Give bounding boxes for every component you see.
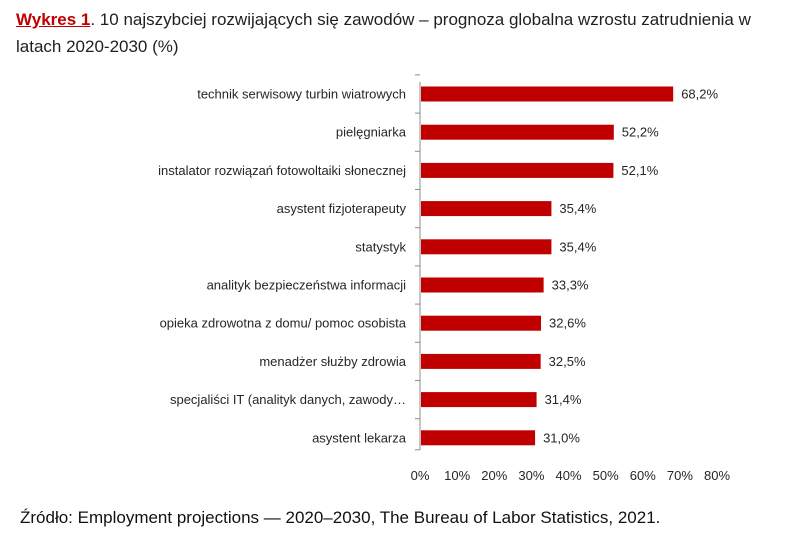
data-label: 52,1% bbox=[621, 163, 658, 178]
source-note: Źródło: Employment projections — 2020–20… bbox=[20, 508, 661, 527]
x-tick-label: 60% bbox=[630, 468, 656, 483]
bar bbox=[421, 353, 541, 369]
category-label: technik serwisowy turbin wiatrowych bbox=[197, 87, 406, 102]
data-label: 31,0% bbox=[543, 430, 580, 445]
figure-label: Wykres 1 bbox=[16, 10, 91, 29]
data-label: 35,4% bbox=[559, 201, 596, 216]
category-label: analityk bezpieczeństwa informacji bbox=[207, 278, 407, 293]
x-tick-label: 70% bbox=[667, 468, 693, 483]
bar bbox=[421, 86, 674, 102]
data-label: 68,2% bbox=[681, 87, 718, 102]
chart-title: Wykres 1. 10 najszybciej rozwijających s… bbox=[16, 6, 786, 60]
x-tick-label: 40% bbox=[555, 468, 581, 483]
x-tick-label: 50% bbox=[593, 468, 619, 483]
bar-chart: technik serwisowy turbin wiatrowych 68,2%… bbox=[158, 74, 730, 483]
data-label: 35,4% bbox=[559, 239, 596, 254]
bar bbox=[421, 430, 536, 446]
category-label: opieka zdrowotna z domu/ pomoc osobista bbox=[160, 316, 407, 331]
category-label: statystyk bbox=[355, 239, 406, 254]
bar bbox=[421, 239, 552, 255]
data-label: 32,6% bbox=[549, 316, 586, 331]
category-label: instalator rozwiązań fotowoltaiki słonec… bbox=[158, 163, 406, 178]
bar bbox=[421, 201, 552, 217]
x-tick-label: 10% bbox=[444, 468, 470, 483]
x-tick-label: 0% bbox=[411, 468, 430, 483]
data-label: 31,4% bbox=[545, 392, 582, 407]
bar bbox=[421, 124, 614, 140]
bar bbox=[421, 162, 614, 178]
x-tick-label: 30% bbox=[518, 468, 544, 483]
data-label: 32,5% bbox=[549, 354, 586, 369]
category-label: asystent lekarza bbox=[312, 430, 407, 445]
category-label: specjaliści IT (analityk danych, zawody… bbox=[170, 392, 406, 407]
bar bbox=[421, 392, 537, 408]
bar bbox=[421, 315, 542, 331]
data-label: 33,3% bbox=[552, 278, 589, 293]
bar bbox=[421, 277, 544, 293]
title-text: . 10 najszybciej rozwijających się zawod… bbox=[16, 10, 751, 56]
data-label: 52,2% bbox=[622, 125, 659, 140]
category-label: asystent fizjoterapeuty bbox=[277, 201, 407, 216]
x-tick-label: 20% bbox=[481, 468, 507, 483]
x-tick-label: 80% bbox=[704, 468, 730, 483]
category-label: pielęgniarka bbox=[336, 125, 407, 140]
category-label: menadżer służby zdrowia bbox=[259, 354, 406, 369]
